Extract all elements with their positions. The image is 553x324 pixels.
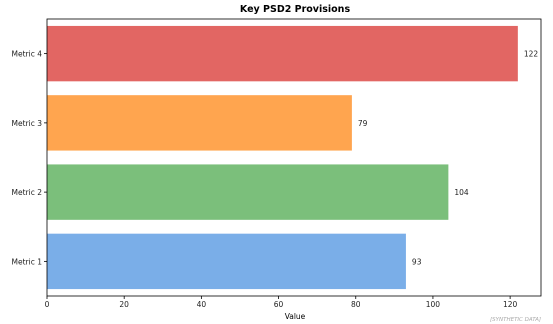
data-label: 79	[358, 119, 368, 128]
bars-group: 93 104 79 122	[47, 25, 539, 290]
data-label: 122	[524, 50, 539, 59]
y-tick-label: Metric 1	[12, 257, 43, 266]
data-label: 93	[412, 257, 422, 266]
y-tick-label: Metric 3	[12, 119, 43, 128]
x-tick-label: 40	[197, 300, 207, 309]
bar-metric-3	[47, 95, 352, 151]
x-tick-label: 120	[503, 300, 518, 309]
x-tick-label: 60	[274, 300, 284, 309]
x-tick-label: 100	[426, 300, 441, 309]
bar-metric-1	[47, 233, 406, 290]
x-axis-label: Value	[285, 312, 306, 321]
bar-metric-4	[47, 25, 518, 82]
x-tick-label: 0	[45, 300, 50, 309]
chart-title: Key PSD2 Provisions	[240, 4, 351, 15]
plot-frame	[46, 18, 542, 297]
data-label: 104	[454, 188, 469, 197]
y-tick-label: Metric 4	[12, 50, 43, 59]
category-labels-group: Metric 1 Metric 2 Metric 3 Metric 4	[12, 50, 47, 266]
watermark: [SYNTHETIC DATA]	[490, 317, 541, 323]
x-axis: 0 20 40 60 80 100 120	[45, 296, 518, 309]
x-tick-label: 80	[351, 300, 361, 309]
y-tick-label: Metric 2	[12, 188, 43, 197]
bar-metric-2	[47, 164, 449, 220]
x-tick-label: 20	[119, 300, 129, 309]
